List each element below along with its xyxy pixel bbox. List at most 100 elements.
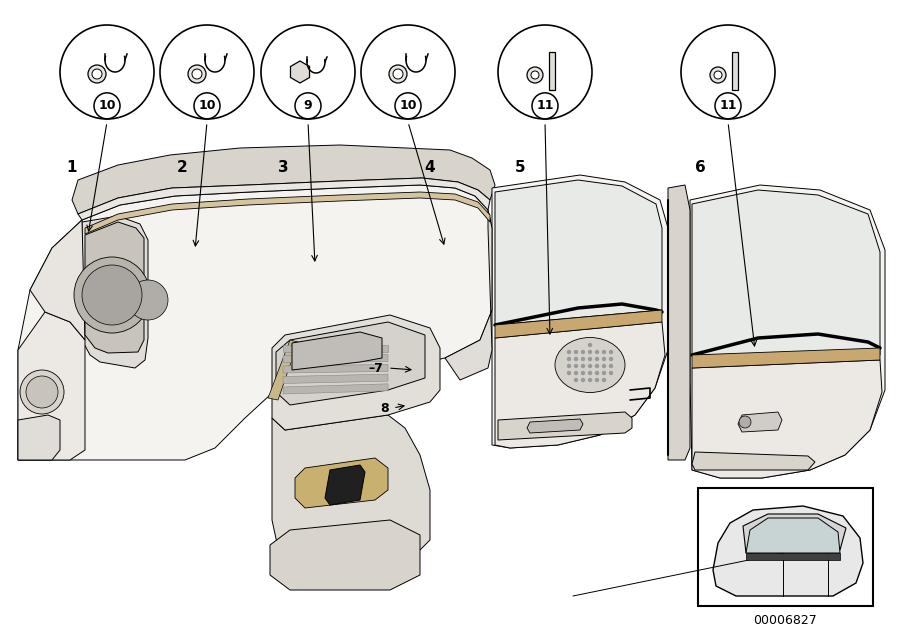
Circle shape bbox=[60, 25, 154, 119]
Text: 2: 2 bbox=[176, 161, 187, 175]
Polygon shape bbox=[492, 175, 668, 448]
Text: 4: 4 bbox=[425, 161, 436, 175]
Polygon shape bbox=[295, 458, 388, 508]
Polygon shape bbox=[82, 216, 148, 368]
Text: 11: 11 bbox=[536, 99, 554, 112]
Circle shape bbox=[567, 357, 572, 361]
Polygon shape bbox=[549, 52, 555, 90]
Polygon shape bbox=[495, 180, 662, 325]
Circle shape bbox=[361, 25, 455, 119]
Circle shape bbox=[602, 350, 607, 354]
Polygon shape bbox=[291, 61, 310, 83]
Polygon shape bbox=[498, 412, 632, 440]
Circle shape bbox=[527, 67, 543, 83]
Polygon shape bbox=[272, 415, 430, 568]
Circle shape bbox=[588, 357, 592, 361]
Circle shape bbox=[395, 93, 421, 119]
Circle shape bbox=[580, 364, 585, 368]
Circle shape bbox=[128, 280, 168, 320]
Polygon shape bbox=[270, 520, 420, 590]
Circle shape bbox=[608, 357, 613, 361]
Circle shape bbox=[588, 343, 592, 347]
Circle shape bbox=[574, 357, 578, 361]
Circle shape bbox=[580, 357, 585, 361]
Circle shape bbox=[574, 350, 578, 354]
Circle shape bbox=[588, 371, 592, 375]
Circle shape bbox=[602, 378, 607, 382]
Polygon shape bbox=[746, 553, 840, 560]
Polygon shape bbox=[30, 220, 85, 340]
Circle shape bbox=[602, 357, 607, 361]
Polygon shape bbox=[495, 322, 665, 448]
Circle shape bbox=[608, 350, 613, 354]
Text: 8: 8 bbox=[380, 401, 389, 415]
Circle shape bbox=[580, 378, 585, 382]
Text: 11: 11 bbox=[719, 99, 737, 112]
Polygon shape bbox=[692, 348, 880, 368]
Text: 10: 10 bbox=[198, 99, 216, 112]
Polygon shape bbox=[283, 374, 388, 384]
Circle shape bbox=[710, 67, 726, 83]
Polygon shape bbox=[292, 332, 382, 370]
Polygon shape bbox=[18, 185, 492, 460]
Circle shape bbox=[82, 265, 142, 325]
Circle shape bbox=[574, 371, 578, 375]
Circle shape bbox=[574, 364, 578, 368]
Circle shape bbox=[681, 25, 775, 119]
Circle shape bbox=[595, 357, 599, 361]
Circle shape bbox=[595, 378, 599, 382]
Circle shape bbox=[595, 364, 599, 368]
Polygon shape bbox=[283, 364, 388, 373]
Text: 10: 10 bbox=[98, 99, 116, 112]
Polygon shape bbox=[18, 312, 85, 460]
Polygon shape bbox=[85, 192, 490, 234]
Polygon shape bbox=[445, 210, 492, 380]
Circle shape bbox=[389, 65, 407, 83]
Polygon shape bbox=[325, 465, 365, 505]
Polygon shape bbox=[743, 514, 846, 553]
Circle shape bbox=[192, 69, 202, 79]
Circle shape bbox=[580, 350, 585, 354]
Circle shape bbox=[194, 93, 220, 119]
Circle shape bbox=[715, 93, 741, 119]
Polygon shape bbox=[746, 518, 840, 553]
Circle shape bbox=[188, 65, 206, 83]
Polygon shape bbox=[690, 185, 885, 478]
Polygon shape bbox=[692, 452, 815, 470]
Circle shape bbox=[602, 371, 607, 375]
Circle shape bbox=[574, 378, 578, 382]
Circle shape bbox=[88, 65, 106, 83]
Circle shape bbox=[567, 350, 572, 354]
Polygon shape bbox=[692, 190, 880, 355]
Polygon shape bbox=[495, 310, 662, 338]
Circle shape bbox=[714, 71, 722, 79]
Polygon shape bbox=[72, 145, 495, 214]
Polygon shape bbox=[268, 340, 298, 400]
Circle shape bbox=[74, 257, 150, 333]
Circle shape bbox=[393, 69, 403, 79]
Polygon shape bbox=[527, 419, 583, 433]
Text: 1: 1 bbox=[67, 161, 77, 175]
Polygon shape bbox=[738, 412, 782, 432]
Polygon shape bbox=[692, 360, 882, 478]
Circle shape bbox=[532, 93, 558, 119]
Polygon shape bbox=[668, 185, 690, 460]
Circle shape bbox=[588, 378, 592, 382]
Polygon shape bbox=[18, 415, 60, 460]
Circle shape bbox=[595, 371, 599, 375]
Circle shape bbox=[588, 364, 592, 368]
Circle shape bbox=[295, 93, 321, 119]
Polygon shape bbox=[713, 506, 863, 596]
Circle shape bbox=[531, 71, 539, 79]
Circle shape bbox=[567, 364, 572, 368]
Circle shape bbox=[261, 25, 355, 119]
Text: 10: 10 bbox=[400, 99, 417, 112]
Polygon shape bbox=[283, 355, 388, 363]
Circle shape bbox=[595, 350, 599, 354]
Text: 3: 3 bbox=[278, 161, 288, 175]
Polygon shape bbox=[283, 345, 388, 352]
Ellipse shape bbox=[555, 337, 625, 392]
Circle shape bbox=[567, 371, 572, 375]
Text: 6: 6 bbox=[695, 161, 706, 175]
Text: 5: 5 bbox=[515, 161, 526, 175]
